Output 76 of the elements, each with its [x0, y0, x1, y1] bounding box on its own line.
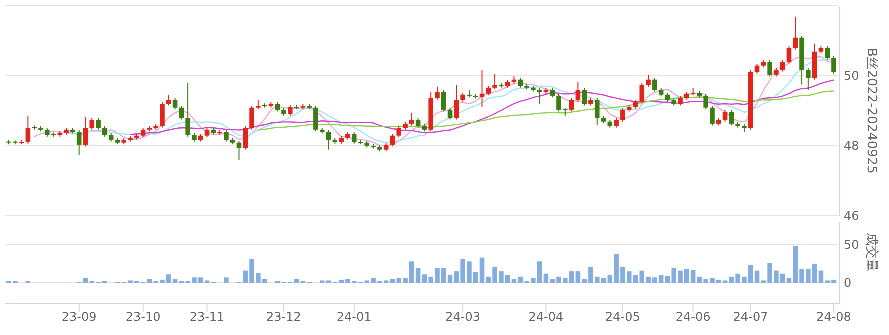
candlestick — [729, 110, 734, 126]
candlestick — [710, 106, 715, 126]
candlestick — [140, 128, 146, 138]
x-tick-label: 24-05 — [606, 310, 640, 324]
candlestick — [314, 106, 318, 132]
candlestick — [179, 106, 184, 120]
candlestick — [396, 126, 402, 138]
candlestick — [441, 90, 446, 112]
candlestick — [825, 46, 830, 60]
candlestick — [768, 60, 772, 78]
candlestick — [704, 94, 708, 110]
candlestick — [224, 130, 229, 142]
candlestick — [486, 86, 492, 96]
x-tick-label: 23-12 — [266, 310, 302, 324]
candlestick — [550, 88, 556, 98]
candlestick — [492, 74, 498, 90]
candlestick — [678, 96, 683, 106]
candlestick — [518, 78, 524, 88]
candlestick — [722, 110, 728, 122]
x-tick-label: 24-03 — [446, 310, 481, 324]
candlestick — [102, 126, 108, 138]
y-tick-label: 48 — [844, 139, 860, 154]
y-tick-label: 50 — [844, 238, 860, 252]
candlestick — [569, 98, 574, 112]
y-axis-title: B丝2022-20240925 — [864, 48, 879, 174]
candlestick — [620, 108, 626, 122]
candlestick — [793, 16, 798, 50]
candlestick — [614, 118, 619, 128]
candlestick — [480, 70, 485, 108]
candlestick — [160, 102, 165, 128]
candlestick — [256, 100, 261, 110]
candlestick — [786, 46, 792, 64]
y-axis-title: 成交量 — [864, 233, 880, 272]
candlestick — [186, 82, 190, 138]
candlestick — [646, 74, 651, 88]
x-tick-label: 24-07 — [733, 310, 768, 324]
candlestick — [166, 94, 172, 106]
candlestick — [275, 102, 280, 112]
candlestick — [250, 106, 254, 130]
x-tick-label: 24-04 — [528, 310, 564, 324]
candlestick — [26, 115, 31, 144]
bar — [224, 278, 229, 283]
candlestick — [416, 118, 421, 128]
candlestick — [390, 134, 396, 148]
y-tick-label: 46 — [844, 209, 860, 224]
candlestick — [594, 98, 600, 126]
candlestick — [76, 130, 82, 156]
candlestick — [454, 84, 460, 120]
candlestick — [410, 112, 414, 126]
y-tick-label: 0 — [844, 276, 852, 290]
candlestick — [435, 86, 440, 100]
candlestick — [652, 78, 658, 92]
candlestick — [352, 132, 357, 144]
candlestick — [582, 88, 587, 106]
candlestick — [96, 118, 101, 130]
candlestick — [326, 130, 332, 150]
x-tick-label: 24-01 — [336, 310, 372, 324]
x-tick-label: 23-10 — [126, 310, 161, 324]
x-tick-label: 24-06 — [676, 310, 711, 324]
candlestick — [204, 128, 210, 138]
candlestick — [806, 68, 811, 90]
candlestick — [288, 104, 293, 116]
candlestick — [83, 116, 88, 148]
candlestick — [576, 81, 581, 102]
candlestick — [448, 108, 453, 120]
candlestick — [832, 56, 836, 74]
candlestick — [640, 82, 645, 104]
x-tick-label: 24-08 — [816, 310, 852, 324]
candlestick — [780, 60, 786, 72]
candlestick — [172, 98, 178, 110]
y-tick-label: 50 — [844, 69, 860, 84]
x-tick-label: 23-09 — [62, 310, 97, 324]
candlestick — [243, 126, 248, 150]
candlestick — [537, 88, 542, 104]
candlestick — [90, 118, 95, 130]
x-tick-label: 23-11 — [190, 310, 225, 324]
